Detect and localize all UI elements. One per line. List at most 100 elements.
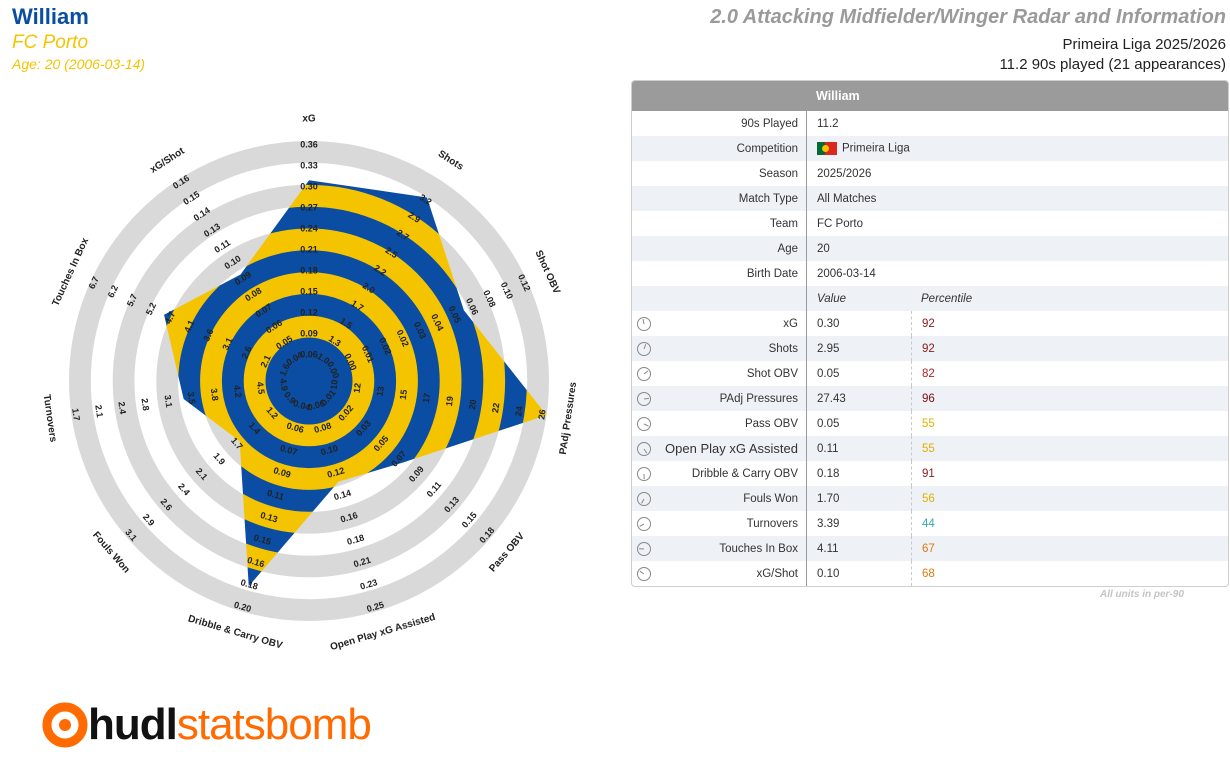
metric-value: 0.05 [817,417,840,430]
radar-axis-label: Shot OBV [532,249,562,296]
info-label: Season [758,167,798,180]
radar-tick-label: 0.25 [365,600,385,615]
metric-percentile: 91 [922,467,935,480]
metric-percentile: 82 [922,367,935,380]
info-label: Age [777,242,798,255]
metric-value: 3.39 [817,517,840,530]
hudl-statsbomb-logo: hudl statsbomb [42,700,372,750]
metric-percentile: 55 [922,442,935,455]
radar-tick-label: 0.36 [300,139,318,149]
info-value: 20 [817,242,830,255]
radar-tick-label: 0.13 [259,510,279,525]
radar-tick-label: 4.2 [232,384,244,398]
metric-row: PAdj Pressures 27.43 96 [632,386,1228,411]
info-row: Match Type All Matches [632,186,1228,211]
team-name: FC Porto [12,32,89,53]
percentile-dial-icon [637,516,651,531]
metrics-header-row: Value Percentile [632,286,1228,311]
radar-tick-label: 3.1 [163,394,175,408]
radar-tick-label: 2.1 [259,353,273,369]
metric-label: Dribble & Carry OBV [691,467,798,480]
info-row: Age 20 [632,236,1228,261]
polygon-band [164,180,528,587]
radar-tick-label: 2.8 [139,398,151,412]
metric-label: Fouls Won [743,492,798,505]
metric-row: xG/Shot 0.10 68 [632,561,1228,586]
value-header: Value [817,292,846,305]
radar-tick-label: 1.6 [278,362,292,378]
league-season: Primeira Liga 2025/2026 [1062,36,1226,53]
radar-tick-label: 0.08 [313,420,333,435]
metric-label: xG [783,317,798,330]
metric-row: Pass OBV 0.05 55 [632,411,1228,436]
radar-tick-label: 0.18 [346,532,366,547]
radar-tick-label: 0.24 [300,223,318,233]
age-line: Age: 20 (2006-03-14) [12,56,146,72]
percentile-dial-icon [637,441,651,456]
metric-value: 0.11 [817,442,839,455]
percentile-dial-icon [637,491,651,506]
radar-tick-label: 3.5 [186,391,198,405]
info-row: 90s Played 11.2 [632,111,1228,136]
metric-value: 0.18 [817,467,840,480]
metric-percentile: 96 [922,392,935,405]
radar-tick-label: 0.11 [266,488,285,502]
percentile-dial-icon [637,391,651,406]
percentile-dial-icon [637,316,651,331]
metric-row: Open Play xG Assisted 0.11 55 [632,436,1228,461]
info-row: Team FC Porto [632,211,1228,236]
metric-row: Fouls Won 1.70 56 [632,486,1228,511]
radar-tick-label: 6.7 [87,275,101,291]
info-value: 2025/2026 [817,167,872,180]
radar-tick-label: 0.18 [300,265,318,275]
radar-axis-label: Dribble & Carry OBV [187,613,284,651]
radar-tick-label: 0.15 [300,286,318,296]
metric-value: 0.10 [817,567,840,580]
radar-axis-label: Shots [436,149,466,174]
metric-row: Touches In Box 4.11 67 [632,536,1228,561]
info-value: All Matches [817,192,877,205]
metric-label: xG/Shot [756,567,798,580]
radar-tick-label: 0.15 [253,532,273,547]
radar-tick-label: 0.27 [300,202,318,212]
radar-tick-label: 2.4 [116,401,128,415]
metric-row: Turnovers 3.39 44 [632,511,1228,536]
percentile-dial-icon [637,416,651,431]
radar-tick-label: 3.6 [201,327,215,343]
radar-tick-label: 0.06 [306,398,326,413]
radar-tick-label: 0.12 [326,465,346,480]
info-row: Season 2025/2026 [632,161,1228,186]
radar-ring [68,140,550,622]
metric-percentile: 56 [922,492,935,505]
radar-tick-label: 0.07 [279,443,299,458]
radar-tick-label: 0.14 [333,488,353,503]
radar-tick-label: 15 [398,389,409,400]
polygon-band [199,271,419,491]
info-value: 2006-03-14 [817,267,876,280]
percentile-dial-icon [637,566,651,581]
table-header: William [632,81,1228,111]
radar-tick-label: 1.7 [70,408,82,422]
polygon-band [264,336,354,426]
radar-tick-label: 0.06 [285,420,305,435]
radar-tick-label: 0.18 [239,577,259,592]
radar-tick-label: 3.8 [209,388,221,402]
info-label: Team [769,217,798,230]
radar-axis-label: Pass OBV [487,531,527,575]
radar-axis-label: Turnovers [41,394,59,444]
radar-tick-label: 5.7 [125,292,139,308]
hudl-logo-icon [42,702,88,748]
radar-axis-label: Fouls Won [90,530,132,576]
info-table: William 90s Played 11.2 Competition Primeir… [631,80,1229,587]
metric-value: 4.11 [817,542,839,555]
radar-tick-label: 4.7 [163,310,177,326]
info-label: Birth Date [746,267,798,280]
units-note: All units in per-90 [1100,589,1184,600]
polygon-band [221,293,397,469]
radar-tick-label: 0.33 [300,160,318,170]
metric-label: Open Play xG Assisted [665,441,798,456]
radar-tick-label: 5.2 [144,301,158,317]
radar-tick-label: 3.1 [220,336,234,352]
radar-axis-label: PAdj Pressures [558,381,579,455]
played-info: 11.2 90s played (21 appearances) [999,56,1226,73]
